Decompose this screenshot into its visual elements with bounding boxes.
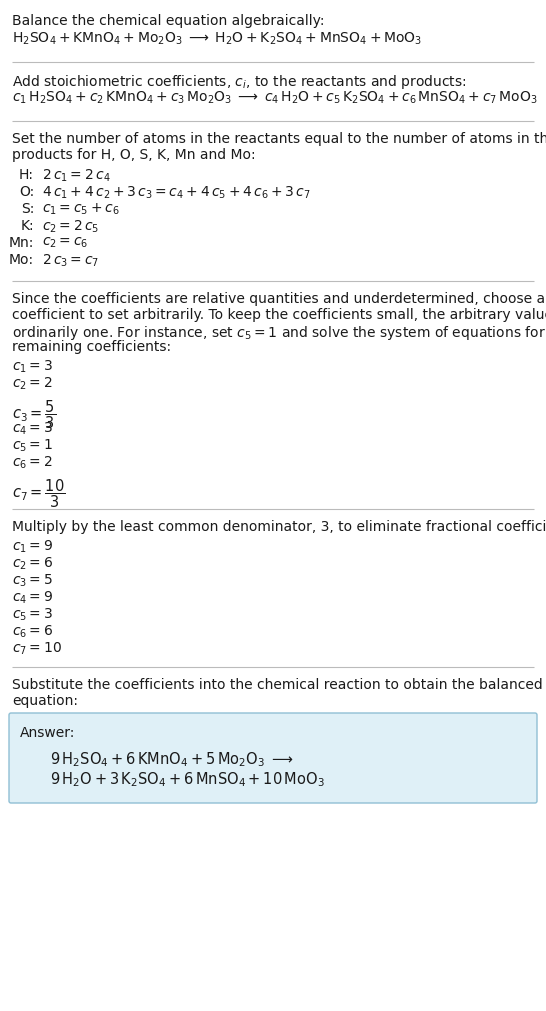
Text: Answer:: Answer:	[20, 725, 75, 739]
Text: Multiply by the least common denominator, 3, to eliminate fractional coefficient: Multiply by the least common denominator…	[12, 520, 546, 534]
Text: $c_1\,\mathrm{H_2SO_4} + c_2\,\mathrm{KMnO_4} + c_3\,\mathrm{Mo_2O_3} \;\longrig: $c_1\,\mathrm{H_2SO_4} + c_2\,\mathrm{KM…	[12, 90, 538, 106]
Text: O:: O:	[19, 185, 34, 199]
Text: Since the coefficients are relative quantities and underdetermined, choose a: Since the coefficients are relative quan…	[12, 292, 545, 305]
Text: K:: K:	[20, 218, 34, 233]
Text: Mn:: Mn:	[9, 236, 34, 250]
Text: $\mathrm{H_2SO_4 + KMnO_4 + Mo_2O_3 \;\longrightarrow\; H_2O + K_2SO_4 + MnSO_4 : $\mathrm{H_2SO_4 + KMnO_4 + Mo_2O_3 \;\l…	[12, 31, 423, 48]
Text: $c_2 = 6$: $c_2 = 6$	[12, 555, 53, 572]
Text: $2\,c_1 = 2\,c_4$: $2\,c_1 = 2\,c_4$	[42, 168, 111, 184]
Text: products for H, O, S, K, Mn and Mo:: products for H, O, S, K, Mn and Mo:	[12, 148, 256, 162]
Text: ordinarily one. For instance, set $c_5 = 1$ and solve the system of equations fo: ordinarily one. For instance, set $c_5 =…	[12, 324, 546, 342]
Text: $c_2 = c_6$: $c_2 = c_6$	[42, 236, 88, 250]
Text: $c_4 = 3$: $c_4 = 3$	[12, 421, 53, 437]
Text: $c_6 = 6$: $c_6 = 6$	[12, 624, 53, 640]
Text: Add stoichiometric coefficients, $c_i$, to the reactants and products:: Add stoichiometric coefficients, $c_i$, …	[12, 73, 467, 91]
Text: coefficient to set arbitrarily. To keep the coefficients small, the arbitrary va: coefficient to set arbitrarily. To keep …	[12, 307, 546, 321]
Text: $c_5 = 3$: $c_5 = 3$	[12, 607, 53, 623]
Text: S:: S:	[21, 202, 34, 215]
FancyBboxPatch shape	[9, 714, 537, 803]
Text: $c_5 = 1$: $c_5 = 1$	[12, 438, 53, 454]
Text: $c_2 = 2$: $c_2 = 2$	[12, 376, 52, 392]
Text: $4\,c_1 + 4\,c_2 + 3\,c_3 = c_4 + 4\,c_5 + 4\,c_6 + 3\,c_7$: $4\,c_1 + 4\,c_2 + 3\,c_3 = c_4 + 4\,c_5…	[42, 185, 311, 201]
Text: $9\,\mathrm{H_2SO_4} + 6\,\mathrm{KMnO_4} + 5\,\mathrm{Mo_2O_3} \;\longrightarro: $9\,\mathrm{H_2SO_4} + 6\,\mathrm{KMnO_4…	[50, 749, 293, 768]
Text: Mo:: Mo:	[9, 253, 34, 267]
Text: $9\,\mathrm{H_2O} + 3\,\mathrm{K_2SO_4} + 6\,\mathrm{MnSO_4} + 10\,\mathrm{MoO_3: $9\,\mathrm{H_2O} + 3\,\mathrm{K_2SO_4} …	[50, 769, 325, 788]
Text: $c_4 = 9$: $c_4 = 9$	[12, 589, 53, 606]
Text: $c_3 = 5$: $c_3 = 5$	[12, 572, 53, 588]
Text: equation:: equation:	[12, 694, 78, 708]
Text: $c_1 = 3$: $c_1 = 3$	[12, 359, 53, 375]
Text: $2\,c_3 = c_7$: $2\,c_3 = c_7$	[42, 253, 99, 269]
Text: $c_6 = 2$: $c_6 = 2$	[12, 455, 52, 471]
Text: $c_1 = 9$: $c_1 = 9$	[12, 539, 53, 555]
Text: remaining coefficients:: remaining coefficients:	[12, 340, 171, 354]
Text: $c_7 = \dfrac{10}{3}$: $c_7 = \dfrac{10}{3}$	[12, 476, 66, 510]
Text: Set the number of atoms in the reactants equal to the number of atoms in the: Set the number of atoms in the reactants…	[12, 131, 546, 146]
Text: $c_3 = \dfrac{5}{3}$: $c_3 = \dfrac{5}{3}$	[12, 397, 56, 430]
Text: H:: H:	[19, 168, 34, 182]
Text: Balance the chemical equation algebraically:: Balance the chemical equation algebraica…	[12, 14, 324, 28]
Text: Substitute the coefficients into the chemical reaction to obtain the balanced: Substitute the coefficients into the che…	[12, 677, 543, 692]
Text: $c_2 = 2\,c_5$: $c_2 = 2\,c_5$	[42, 218, 99, 236]
Text: $c_7 = 10$: $c_7 = 10$	[12, 640, 62, 657]
Text: $c_1 = c_5 + c_6$: $c_1 = c_5 + c_6$	[42, 202, 120, 217]
